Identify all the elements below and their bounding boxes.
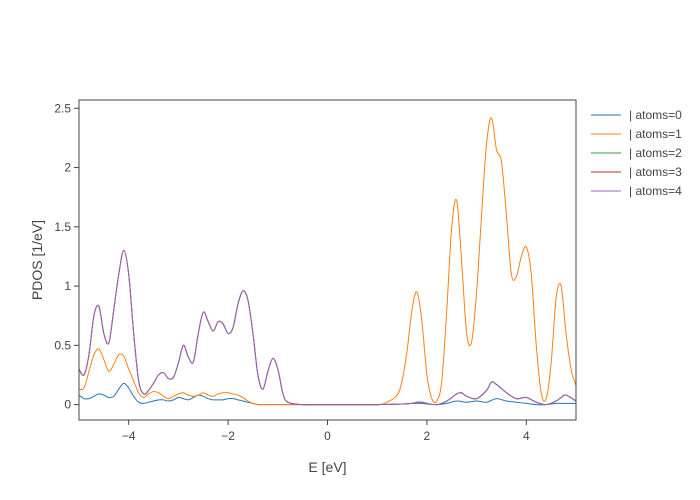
legend-label: | atoms=2 xyxy=(629,146,682,160)
legend: | atoms=0 | atoms=1 | atoms=2 | atoms=3 | at… xyxy=(591,108,682,198)
legend-item[interactable]: | atoms=3 xyxy=(591,165,682,179)
legend-item[interactable]: | atoms=2 xyxy=(591,146,682,160)
y-axis: 0 0.5 1 1.5 2 2.5 xyxy=(54,101,79,412)
y-tick-label: 2 xyxy=(64,161,71,175)
x-tick-label: 0 xyxy=(324,429,331,443)
legend-item[interactable]: | atoms=0 xyxy=(591,108,682,122)
legend-label: | atoms=3 xyxy=(629,165,682,179)
x-axis-title: E [eV] xyxy=(308,459,346,475)
y-tick-label: 1.5 xyxy=(54,220,71,234)
x-axis: −4 −2 0 2 4 xyxy=(122,420,530,443)
legend-item[interactable]: | atoms=4 xyxy=(591,184,682,198)
legend-label: | atoms=4 xyxy=(629,184,682,198)
series-line-atoms-0 xyxy=(79,382,576,406)
x-tick-label: 2 xyxy=(424,429,431,443)
legend-label: | atoms=1 xyxy=(629,127,682,141)
y-tick-label: 0 xyxy=(64,398,71,412)
y-tick-label: 1 xyxy=(64,279,71,293)
x-tick-label: −4 xyxy=(122,429,136,443)
y-axis-title: PDOS [1/eV] xyxy=(29,220,45,300)
legend-label: | atoms=0 xyxy=(629,108,682,122)
x-tick-label: −2 xyxy=(221,429,235,443)
series-layer xyxy=(79,117,576,406)
x-tick-label: 4 xyxy=(523,429,530,443)
series-line-atoms-4 xyxy=(79,250,576,406)
legend-item[interactable]: | atoms=1 xyxy=(591,127,682,141)
y-tick-label: 2.5 xyxy=(54,101,71,115)
y-tick-label: 0.5 xyxy=(54,338,71,352)
